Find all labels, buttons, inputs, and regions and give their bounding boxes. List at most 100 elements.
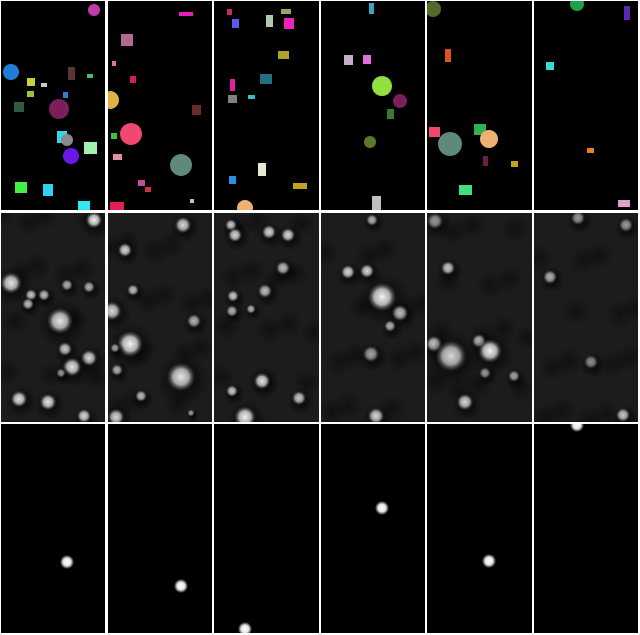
scene-rect — [230, 79, 235, 91]
heatmap-blob — [186, 313, 202, 329]
scene-rect — [84, 142, 97, 154]
heatmap-blob — [478, 339, 502, 363]
scene-rect — [121, 34, 133, 46]
heatmap-panel-6 — [534, 213, 638, 422]
heatmap-blob — [257, 283, 273, 299]
heatmap-blob — [367, 282, 397, 312]
scene-rect — [587, 148, 594, 153]
heatmap-blob — [253, 372, 271, 390]
scene-rect — [387, 109, 394, 119]
scene-circle — [438, 132, 462, 156]
heatmap-shadow — [562, 297, 590, 325]
scene-rect — [618, 200, 630, 207]
keypoint-dot — [482, 554, 496, 568]
heatmap-blob — [226, 305, 238, 317]
scene-rect — [78, 201, 90, 210]
heatmap-shadow — [599, 350, 627, 378]
heatmap-blob — [618, 217, 634, 233]
heatmap-blob — [275, 260, 291, 276]
scene-rect — [293, 183, 307, 189]
scene-rect — [145, 187, 151, 192]
scene-rect — [112, 61, 116, 66]
heatmap-blob — [108, 408, 125, 422]
heatmap-blob — [234, 406, 256, 422]
scene-rect — [15, 182, 27, 193]
heatmap-blob — [187, 409, 195, 417]
heatmap-blob — [166, 362, 196, 392]
scene-circle — [120, 123, 142, 145]
heatmap-blob — [456, 393, 474, 411]
heatmap-blob — [56, 368, 66, 378]
scene-rect — [363, 55, 371, 64]
keypoint-canvas-3 — [238, 622, 252, 633]
heatmap-shadow — [576, 406, 604, 422]
scene-rect — [278, 51, 289, 59]
scene-rect — [511, 161, 518, 167]
heatmap-shadow — [1, 308, 29, 336]
scene-circle — [170, 154, 192, 176]
scene-rect — [445, 49, 451, 62]
scene-panel-5 — [427, 1, 532, 210]
scene-canvas-2 — [108, 12, 201, 210]
heatmap-shadow — [1, 213, 15, 227]
heatmap-blob — [479, 367, 491, 379]
heatmap-blob — [508, 370, 520, 382]
scene-circle — [3, 64, 19, 80]
keypoint-dot — [60, 555, 74, 569]
heatmap-blob — [615, 407, 631, 422]
heatmap-blob — [110, 343, 120, 353]
heatmap-shadow — [15, 213, 43, 236]
scene-rect — [248, 95, 255, 99]
heatmap-blob — [340, 264, 356, 280]
heatmap-shadow — [476, 271, 504, 299]
scene-rect — [266, 15, 273, 27]
heatmap-blob — [291, 390, 307, 406]
keypoint-canvas-4 — [375, 501, 389, 515]
heatmap-shadow — [569, 247, 597, 275]
heatmap-shadow — [539, 353, 567, 381]
scene-rect — [232, 19, 239, 28]
scene-rect — [369, 3, 374, 14]
heatmap-blob — [61, 279, 73, 291]
scene-canvas-6 — [546, 1, 630, 207]
scene-rect — [344, 55, 353, 65]
heatmap-panel-1 — [1, 213, 105, 422]
heatmap-blob — [135, 390, 147, 402]
scene-rect — [110, 202, 124, 210]
heatmap-blob — [362, 345, 380, 363]
scene-circle — [237, 200, 253, 210]
heatmap-canvas-4 — [321, 213, 425, 422]
scene-rect — [228, 95, 237, 103]
scene-circle — [61, 134, 73, 146]
keypoint-panel-1 — [1, 424, 105, 633]
keypoint-canvas-1 — [60, 555, 74, 569]
heatmap-blob — [22, 298, 34, 310]
heatmap-blob — [108, 301, 122, 321]
scene-rect — [130, 76, 136, 83]
scene-rect — [483, 156, 488, 166]
scene-rect — [474, 124, 486, 135]
scene-circle — [49, 99, 69, 119]
scene-circle — [108, 91, 119, 109]
scene-rect — [192, 105, 201, 115]
scene-rect — [138, 180, 145, 186]
heatmap-blob — [435, 340, 467, 372]
heatmap-blob — [117, 242, 133, 258]
heatmap-shadow — [501, 215, 529, 243]
scene-rect — [459, 185, 472, 195]
heatmap-blob — [583, 354, 599, 370]
heatmap-blob — [83, 281, 95, 293]
heatmap-canvas-2 — [108, 213, 212, 422]
heatmap-blob — [570, 213, 586, 226]
heatmap-shadow — [606, 300, 634, 328]
scene-rect — [227, 9, 232, 15]
heatmap-blob — [246, 304, 256, 314]
scene-panel-4 — [321, 1, 425, 210]
heatmap-canvas-5 — [427, 213, 532, 421]
heatmap-blob — [76, 408, 92, 422]
heatmap-shadow — [299, 319, 319, 347]
scene-circle — [570, 1, 584, 11]
scene-circle — [427, 1, 441, 17]
heatmap-shadow — [256, 316, 284, 344]
heatmap-blob — [226, 385, 238, 397]
